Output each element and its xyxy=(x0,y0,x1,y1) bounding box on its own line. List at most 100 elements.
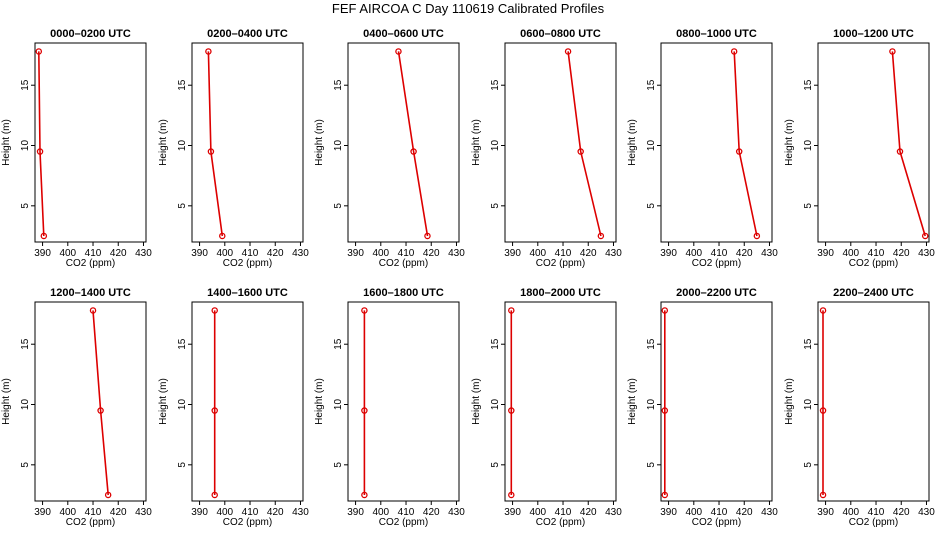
plot-frame xyxy=(347,42,460,243)
x-axis-label: CO2 (ppm) xyxy=(692,258,741,269)
y-axis-label: Height (m) xyxy=(627,119,638,166)
x-tick-label: 410 xyxy=(242,507,259,518)
y-axis-label: Height (m) xyxy=(158,378,169,425)
x-tick-label: 400 xyxy=(685,507,702,518)
plot-frame xyxy=(660,42,773,243)
x-tick-label: 390 xyxy=(191,507,208,518)
data-point xyxy=(597,232,605,240)
y-tick-label: 10 xyxy=(646,399,657,411)
x-tick-label: 420 xyxy=(580,248,597,259)
plot-frame xyxy=(34,42,147,243)
data-point xyxy=(508,307,515,314)
y-tick-label: 5 xyxy=(20,462,31,468)
profile-line xyxy=(567,51,602,237)
y-tick-label: 15 xyxy=(490,79,501,91)
data-point xyxy=(819,491,827,499)
y-tick-label: 5 xyxy=(646,462,657,468)
profile-line xyxy=(891,51,926,237)
data-point xyxy=(753,232,761,240)
x-tick-label: 390 xyxy=(34,248,51,259)
panel-title: 0200–0400 UTC xyxy=(207,28,288,40)
x-tick-label: 400 xyxy=(59,507,76,518)
y-tick-label: 15 xyxy=(646,79,657,91)
x-tick-label: 390 xyxy=(817,507,834,518)
data-point xyxy=(207,148,215,155)
data-point xyxy=(896,148,904,155)
x-tick-label: 400 xyxy=(529,248,546,259)
x-axis-label: CO2 (ppm) xyxy=(223,258,272,269)
y-tick-label: 5 xyxy=(490,462,501,468)
x-tick-label: 430 xyxy=(448,507,465,518)
x-tick-label: 420 xyxy=(580,507,597,518)
y-axis-label: Height (m) xyxy=(158,119,169,166)
y-tick-label: 15 xyxy=(333,79,344,91)
x-axis-label: CO2 (ppm) xyxy=(66,258,115,269)
panel-title: 2000–2200 UTC xyxy=(676,287,757,299)
x-tick-label: 400 xyxy=(216,248,233,259)
x-axis-label: CO2 (ppm) xyxy=(849,258,898,269)
profile-line xyxy=(397,51,429,237)
data-point xyxy=(211,307,218,314)
y-tick-label: 5 xyxy=(803,203,814,209)
y-tick-label: 10 xyxy=(646,140,657,152)
panel-title: 1000–1200 UTC xyxy=(833,28,914,40)
y-tick-label: 5 xyxy=(490,203,501,209)
data-point xyxy=(819,407,827,414)
x-tick-label: 430 xyxy=(292,507,309,518)
y-axis-label: Height (m) xyxy=(314,378,325,425)
panel-title: 2200–2400 UTC xyxy=(833,287,914,299)
x-tick-label: 390 xyxy=(504,507,521,518)
panel-title: 0600–0800 UTC xyxy=(520,28,601,40)
y-tick-label: 10 xyxy=(803,140,814,152)
y-axis-label: Height (m) xyxy=(471,378,482,425)
y-tick-label: 5 xyxy=(646,203,657,209)
y-tick-label: 15 xyxy=(20,338,31,350)
plot-frame xyxy=(191,42,304,243)
y-tick-label: 5 xyxy=(177,203,188,209)
y-axis-label: Height (m) xyxy=(471,119,482,166)
x-tick-label: 430 xyxy=(605,248,622,259)
x-tick-label: 400 xyxy=(842,248,859,259)
y-tick-label: 10 xyxy=(20,399,31,411)
data-point xyxy=(40,232,48,240)
x-tick-label: 430 xyxy=(918,248,935,259)
x-tick-label: 420 xyxy=(893,507,910,518)
x-tick-label: 390 xyxy=(191,248,208,259)
y-tick-label: 15 xyxy=(490,338,501,350)
plot-frame xyxy=(504,42,617,243)
y-tick-label: 15 xyxy=(803,338,814,350)
plot-frame xyxy=(34,301,147,502)
x-tick-label: 390 xyxy=(34,507,51,518)
data-point xyxy=(35,48,43,55)
y-tick-label: 10 xyxy=(20,140,31,152)
x-tick-label: 410 xyxy=(85,507,102,518)
panel-title: 0400–0600 UTC xyxy=(363,28,444,40)
x-tick-label: 410 xyxy=(711,507,728,518)
profile-line xyxy=(207,51,224,237)
y-axis-label: Height (m) xyxy=(1,119,12,166)
x-tick-label: 420 xyxy=(267,248,284,259)
x-tick-label: 400 xyxy=(529,507,546,518)
x-tick-label: 420 xyxy=(423,248,440,259)
panel-title: 1800–2000 UTC xyxy=(520,287,601,299)
data-point xyxy=(104,491,112,499)
x-tick-label: 410 xyxy=(85,248,102,259)
x-tick-label: 400 xyxy=(59,248,76,259)
x-tick-label: 400 xyxy=(685,248,702,259)
x-tick-label: 430 xyxy=(761,507,778,518)
x-axis-label: CO2 (ppm) xyxy=(536,517,585,528)
plot-frame xyxy=(817,301,930,502)
x-tick-label: 420 xyxy=(110,248,127,259)
data-point xyxy=(205,48,212,55)
x-tick-label: 400 xyxy=(216,507,233,518)
x-tick-label: 410 xyxy=(242,248,259,259)
data-point xyxy=(410,148,417,155)
x-tick-label: 420 xyxy=(267,507,284,518)
y-tick-label: 10 xyxy=(490,140,501,152)
data-point xyxy=(361,491,368,499)
y-tick-label: 10 xyxy=(333,399,344,411)
data-point xyxy=(819,307,827,314)
y-tick-label: 15 xyxy=(646,338,657,350)
plot-frame xyxy=(504,301,617,502)
